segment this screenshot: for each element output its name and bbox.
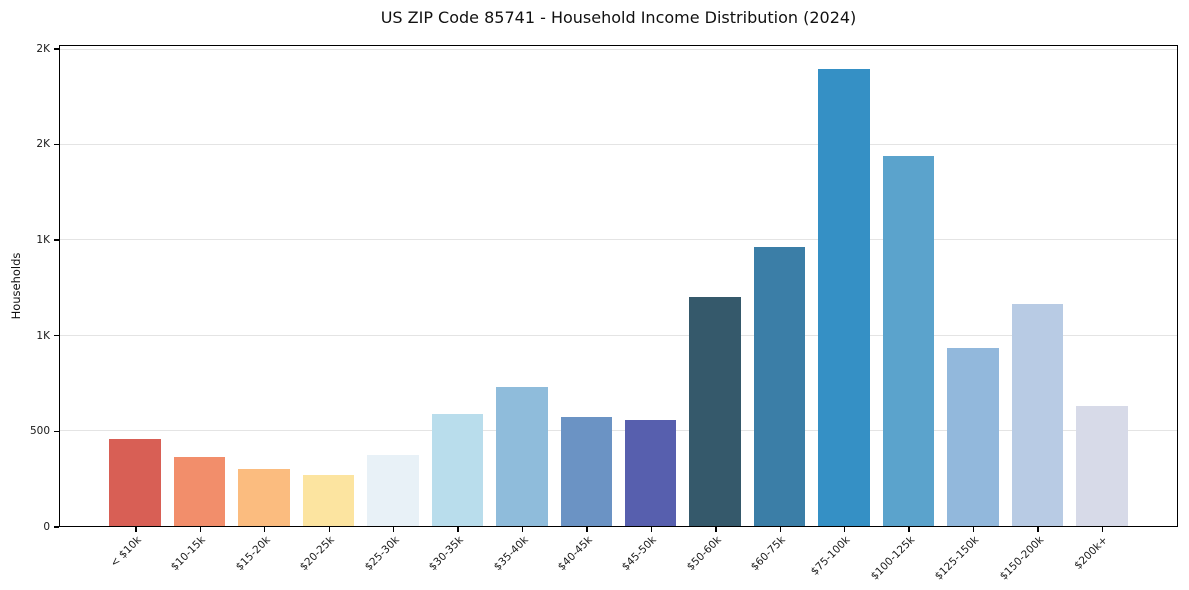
bar-$30-35k xyxy=(431,413,484,526)
bar-slot-10: $50-60k xyxy=(683,46,747,573)
x-tick-mark xyxy=(1037,527,1039,532)
x-tick-mark xyxy=(328,527,330,532)
y-tick-label: 500 xyxy=(29,425,50,438)
x-tick-mark xyxy=(392,527,395,532)
x-tick-mark xyxy=(972,527,975,532)
x-tick-mark xyxy=(135,527,137,532)
x-tick-label: $50-60k xyxy=(684,534,724,574)
bar-$50-60k xyxy=(689,297,741,526)
x-tick-label: $40-45k xyxy=(555,534,595,574)
x-tick-label: $100-125k xyxy=(868,534,917,583)
gridline-y-500 xyxy=(60,429,1177,431)
bar-$150-200k xyxy=(1011,304,1064,526)
bar-$40-45k xyxy=(560,417,613,526)
bar-slot-7: $35-40k xyxy=(490,46,554,573)
chart-title: US ZIP Code 85741 - Household Income Dis… xyxy=(380,8,857,27)
bar-slot-1: < $10k xyxy=(103,46,167,570)
bar-$200k+ xyxy=(1076,406,1128,526)
y-tick-label: 2K xyxy=(36,138,50,151)
gridline-y-2500 xyxy=(60,48,1177,50)
y-tick-mark xyxy=(54,48,59,50)
bar-slot-6: $30-35k xyxy=(425,46,489,573)
bar-$15-20k xyxy=(238,468,290,526)
y-tick-mark xyxy=(54,143,59,146)
x-tick-label: $45-50k xyxy=(620,534,660,574)
x-tick-mark xyxy=(908,527,910,532)
bar-slot-8: $40-45k xyxy=(554,46,618,573)
x-tick-label: $30-35k xyxy=(426,534,466,574)
gridline-y-1500 xyxy=(60,239,1177,241)
bar-$25-30k xyxy=(367,454,419,526)
bar-slot-4: $20-25k xyxy=(296,46,360,573)
bar-< $10k xyxy=(109,439,161,526)
bar-slot-13: $100-125k xyxy=(868,46,940,583)
x-tick-label: $15-20k xyxy=(233,534,273,574)
bar-$75-100k xyxy=(818,68,870,526)
bar-slot-9: $45-50k xyxy=(619,46,683,573)
y-tick-mark xyxy=(54,430,59,433)
bar-slot-11: $60-75k xyxy=(747,46,811,573)
gridline-y-2000 xyxy=(60,144,1177,146)
y-tick-label: 0 xyxy=(43,521,50,533)
x-tick-mark xyxy=(1101,527,1104,532)
bar-slot-16: $200k+ xyxy=(1070,46,1134,572)
x-tick-label: $35-40k xyxy=(491,534,531,574)
y-tick-mark xyxy=(54,526,59,528)
plot-area: < $10k $10-15k $15-20k $20-25k $25-30k $30-35… xyxy=(59,45,1178,583)
x-tick-mark xyxy=(586,527,588,532)
x-tick-label: $125-150k xyxy=(932,534,982,583)
bar-slot-3: $15-20k xyxy=(232,46,296,573)
bars-row: < $10k $10-15k $15-20k $20-25k $25-30k $30-35… xyxy=(60,46,1177,583)
x-tick-mark xyxy=(457,527,459,532)
bar-slot-12: $75-100k xyxy=(809,46,876,578)
x-tick-label: < $10k xyxy=(108,534,144,570)
y-tick-mark xyxy=(54,335,59,337)
bar-slot-15: $150-200k xyxy=(997,46,1069,583)
x-tick-mark xyxy=(844,527,846,532)
bar-$45-50k xyxy=(624,420,677,526)
y-tick-label: 1K xyxy=(36,234,50,247)
bar-$100-125k xyxy=(882,155,935,526)
y-axis: 0 500 1K 1K 2K 2K xyxy=(0,42,59,533)
bar-$10-15k xyxy=(173,457,226,526)
bar-slot-5: $25-30k xyxy=(361,46,425,573)
y-tick-label: 1K xyxy=(36,329,50,342)
bar-slot-14: $125-150k xyxy=(933,46,1005,583)
bar-$125-150k xyxy=(947,347,999,526)
y-tick-label: 2K xyxy=(36,42,50,55)
bar-$20-25k xyxy=(302,474,355,526)
x-tick-label: $60-75k xyxy=(748,534,789,574)
x-tick-mark xyxy=(779,527,781,532)
x-tick-mark xyxy=(650,527,653,532)
x-tick-mark xyxy=(264,527,266,532)
x-tick-mark xyxy=(715,527,717,532)
x-tick-label: $20-25k xyxy=(297,534,338,574)
x-tick-mark xyxy=(521,527,524,532)
x-tick-label: $75-100k xyxy=(808,534,853,578)
bar-slot-2: $10-15k xyxy=(167,46,231,573)
gridline-y-1000 xyxy=(60,334,1177,336)
x-tick-label: $200k+ xyxy=(1072,534,1111,572)
x-tick-label: $25-30k xyxy=(362,534,402,574)
bar-$35-40k xyxy=(496,386,548,526)
y-tick-mark xyxy=(54,239,59,241)
x-tick-label: $10-15k xyxy=(169,534,209,574)
x-tick-mark xyxy=(199,527,202,532)
bar-$60-75k xyxy=(753,246,806,526)
x-tick-label: $150-200k xyxy=(997,534,1046,583)
